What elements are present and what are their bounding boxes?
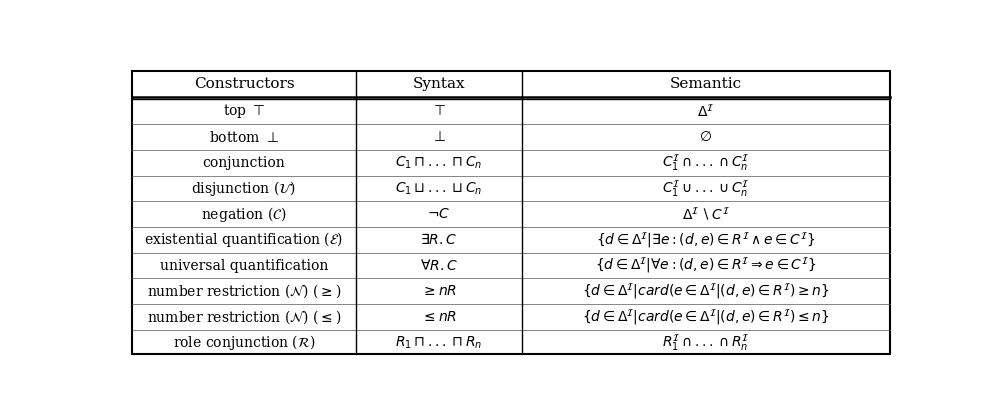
- Text: number restriction ($\mathcal{N}$) ($\leq$): number restriction ($\mathcal{N}$) ($\le…: [147, 308, 341, 326]
- Text: $\exists R.C$: $\exists R.C$: [421, 233, 458, 247]
- Text: number restriction ($\mathcal{N}$) ($\geq$): number restriction ($\mathcal{N}$) ($\ge…: [147, 282, 341, 300]
- Text: $\{d \in \Delta^{\mathcal{I}}|card(e \in \Delta^{\mathcal{I}}|(d,e) \in R^{\math: $\{d \in \Delta^{\mathcal{I}}|card(e \in…: [582, 282, 830, 301]
- Text: $\{d \in \Delta^{\mathcal{I}}|card(e \in \Delta^{\mathcal{I}}|(d,e) \in R^{\math: $\{d \in \Delta^{\mathcal{I}}|card(e \in…: [582, 307, 830, 327]
- Text: $\forall R.C$: $\forall R.C$: [420, 258, 458, 273]
- Text: $\neg C$: $\neg C$: [428, 207, 451, 221]
- Text: $C_1^{\mathcal{I}} \cup ... \cup C_n^{\mathcal{I}}$: $C_1^{\mathcal{I}} \cup ... \cup C_n^{\m…: [662, 178, 750, 199]
- Text: $\top$: $\top$: [432, 104, 447, 118]
- Text: Semantic: Semantic: [670, 77, 742, 91]
- Text: $\{d \in \Delta^{\mathcal{I}}|\exists e : (d,e) \in R^{\mathcal{I}} \wedge e \in: $\{d \in \Delta^{\mathcal{I}}|\exists e …: [596, 230, 816, 250]
- Text: bottom $\bot$: bottom $\bot$: [209, 130, 279, 144]
- Text: $\Delta^{\mathcal{I}}$: $\Delta^{\mathcal{I}}$: [697, 103, 715, 120]
- Text: $\{d \in \Delta^{\mathcal{I}}|\forall e : (d,e) \in R^{\mathcal{I}} \Rightarrow : $\{d \in \Delta^{\mathcal{I}}|\forall e …: [595, 256, 817, 275]
- Text: negation ($\mathcal{C}$): negation ($\mathcal{C}$): [201, 205, 287, 224]
- Text: $C_1 \sqcup ... \sqcup C_n$: $C_1 \sqcup ... \sqcup C_n$: [396, 180, 483, 197]
- Text: $C_1 \sqcap ... \sqcap C_n$: $C_1 \sqcap ... \sqcap C_n$: [396, 155, 483, 171]
- Text: role conjunction ($\mathcal{R}$): role conjunction ($\mathcal{R}$): [172, 333, 315, 352]
- Text: $R_1 \sqcap ... \sqcap R_n$: $R_1 \sqcap ... \sqcap R_n$: [396, 335, 483, 351]
- Text: $\geq nR$: $\geq nR$: [421, 284, 457, 298]
- Text: $\bot$: $\bot$: [432, 130, 447, 144]
- Text: Constructors: Constructors: [193, 77, 294, 91]
- Text: $R_1^{\mathcal{I}} \cap ... \cap R_n^{\mathcal{I}}$: $R_1^{\mathcal{I}} \cap ... \cap R_n^{\m…: [662, 333, 750, 353]
- Text: $\emptyset$: $\emptyset$: [700, 130, 713, 144]
- Text: conjunction: conjunction: [202, 156, 285, 170]
- Text: universal quantification: universal quantification: [160, 259, 328, 273]
- Text: $C_1^{\mathcal{I}} \cap ... \cap C_n^{\mathcal{I}}$: $C_1^{\mathcal{I}} \cap ... \cap C_n^{\m…: [662, 153, 750, 173]
- Text: $\leq nR$: $\leq nR$: [421, 310, 457, 324]
- Text: $\Delta^{\mathcal{I}} \setminus C^{\mathcal{I}}$: $\Delta^{\mathcal{I}} \setminus C^{\math…: [682, 206, 730, 223]
- Text: existential quantification ($\mathcal{E}$): existential quantification ($\mathcal{E}…: [145, 231, 344, 249]
- Text: top $\top$: top $\top$: [222, 102, 265, 120]
- Text: disjunction ($\mathcal{U}$): disjunction ($\mathcal{U}$): [191, 179, 296, 198]
- Text: Syntax: Syntax: [413, 77, 466, 91]
